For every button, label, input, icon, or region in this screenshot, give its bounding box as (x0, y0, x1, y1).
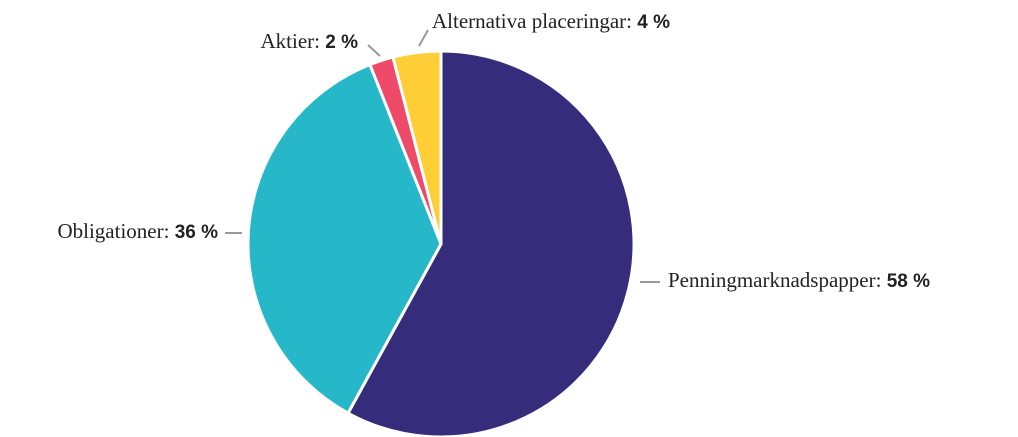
category-label: Penningmarknadspapper: (668, 268, 881, 292)
pie-slice (391, 49, 443, 246)
slice-label: Aktier: 2 % (261, 29, 359, 53)
category-label: Obligationer: (57, 219, 169, 243)
pie-slice (246, 63, 443, 415)
slice-label: Obligationer: 36 % (57, 219, 218, 243)
category-label: Aktier: (261, 29, 320, 53)
slice-label: Alternativa placeringar: 4 % (432, 9, 670, 33)
slice-label: Penningmarknadspapper: 58 % (668, 268, 930, 292)
value-label: 36 % (175, 222, 218, 243)
leader-line (367, 44, 381, 57)
category-label: Alternativa placeringar: (432, 9, 632, 33)
value-label: 4 % (637, 12, 670, 33)
value-label: 2 % (325, 32, 358, 53)
leader-line (418, 29, 429, 47)
value-label: 58 % (887, 271, 930, 292)
